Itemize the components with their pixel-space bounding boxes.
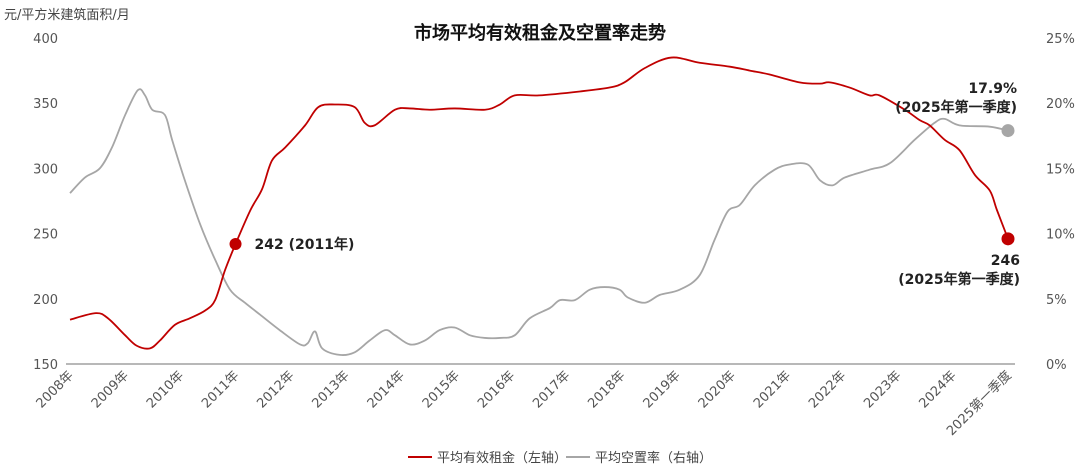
- x-tick-label: 2011年: [199, 368, 242, 411]
- legend: 平均有效租金（左轴） 平均空置率（右轴）: [408, 450, 712, 466]
- x-tick-label: 2021年: [751, 368, 794, 411]
- rent-line: [69, 56, 1009, 350]
- x-tick-label: 2020年: [696, 368, 739, 411]
- annotation-rent-value: 246: [991, 253, 1020, 269]
- x-tick-label: 2012年: [254, 368, 297, 411]
- x-tick-label: 2018年: [585, 368, 628, 411]
- y-right-tick-label: 5%: [1046, 293, 1067, 308]
- annotation-rent-period: (2025年第一季度): [898, 271, 1020, 288]
- x-tick-label: 2023年: [861, 368, 904, 411]
- x-tick-label: 2024年: [916, 368, 959, 411]
- y-left-tick-label: 250: [33, 228, 58, 243]
- x-tick-label: 2019年: [641, 368, 684, 411]
- series-lines: [69, 56, 1009, 356]
- annotation-marker-2011: [229, 238, 242, 251]
- left-axis-unit-label: 元/平方米建筑面积/月: [4, 7, 130, 23]
- y-right-tick-label: 25%: [1046, 32, 1075, 47]
- x-tick-label: 2017年: [530, 368, 573, 411]
- annotation-marker-rent-latest: [1001, 232, 1015, 246]
- x-tick-label: 2015年: [420, 368, 463, 411]
- vacancy-line: [69, 88, 1009, 356]
- annotation-2011-label: 242 (2011年): [255, 236, 355, 253]
- annotation-vacancy-period: (2025年第一季度): [895, 99, 1017, 116]
- y-right-tick-label: 0%: [1046, 358, 1067, 373]
- x-tick-label: 2014年: [365, 368, 408, 411]
- y-left-tick-label: 200: [33, 293, 58, 308]
- legend-label-vacancy: 平均空置率（右轴）: [595, 450, 712, 466]
- y-right-tick-label: 20%: [1046, 97, 1075, 112]
- x-tick-label: 2022年: [806, 368, 849, 411]
- annotation-vacancy-value: 17.9%: [968, 81, 1017, 97]
- annotation-marker-vacancy-latest: [1001, 124, 1015, 138]
- y-left-tick-label: 400: [33, 32, 58, 47]
- x-tick-label: 2009年: [89, 368, 132, 411]
- y-right-tick-label: 15%: [1046, 162, 1075, 177]
- x-tick-label: 2010年: [144, 368, 187, 411]
- chart-title: 市场平均有效租金及空置率走势: [414, 22, 666, 44]
- y-left-tick-label: 150: [33, 358, 58, 373]
- x-tick-label: 2008年: [34, 368, 77, 411]
- x-tick-label: 2016年: [475, 368, 518, 411]
- y-left-tick-label: 300: [33, 162, 58, 177]
- axes: 400 350 300 250 200 150 25% 20% 15% 10% 5% 0% 2008年 2…: [33, 32, 1075, 439]
- y-left-tick-label: 350: [33, 97, 58, 112]
- annotations: 242 (2011年) 17.9% (2025年第一季度) 246 (2025年…: [229, 81, 1020, 288]
- legend-label-rent: 平均有效租金（左轴）: [437, 450, 567, 466]
- x-tick-label: 2013年: [310, 368, 353, 411]
- y-right-tick-label: 10%: [1046, 228, 1075, 243]
